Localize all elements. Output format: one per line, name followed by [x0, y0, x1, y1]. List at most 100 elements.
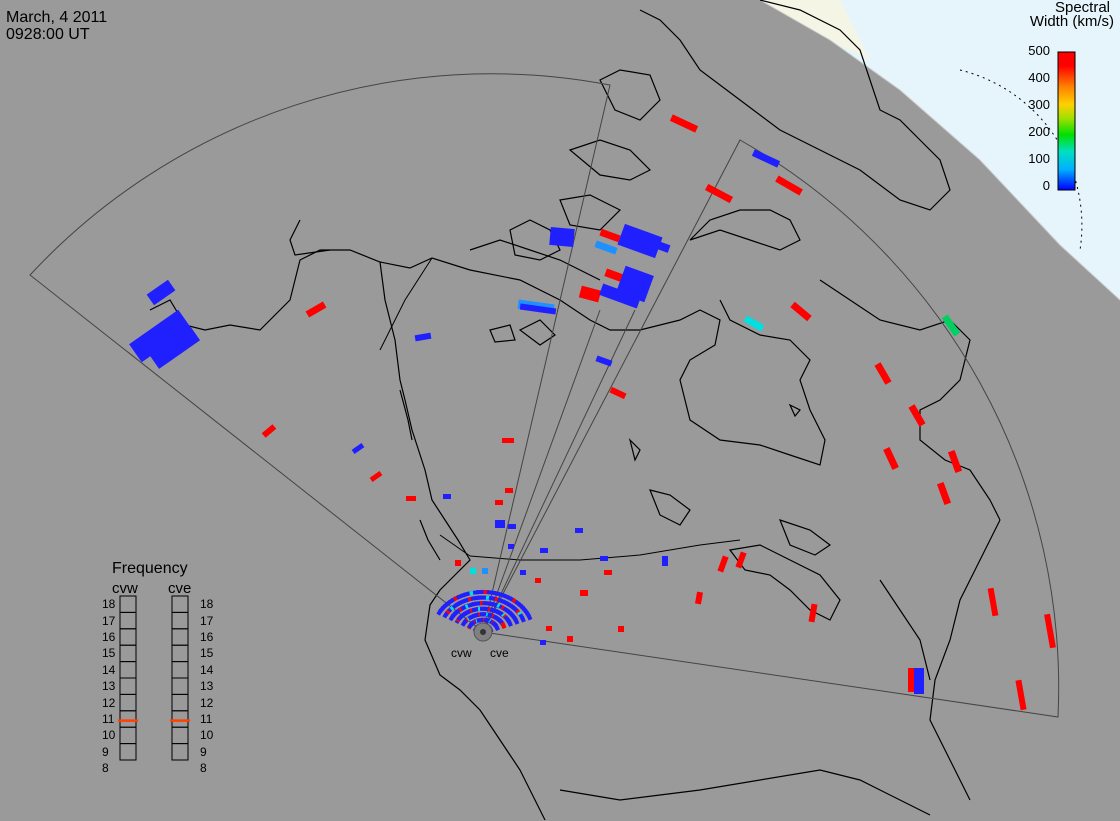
scatter-cell	[808, 603, 818, 623]
scatter-cell	[519, 303, 557, 315]
frequency-cell	[119, 595, 137, 613]
scatter-cell	[1015, 679, 1027, 711]
scatter-cell	[695, 591, 703, 605]
frequency-scale-left: 10	[102, 728, 116, 743]
scatter-cell	[146, 279, 176, 306]
frequency-scale-right: 17	[200, 613, 214, 628]
colorbar-tick: 500	[1028, 43, 1050, 58]
frequency-scale-right: 13	[200, 679, 214, 694]
scatter-cell	[618, 626, 624, 632]
frequency-scale-left: 11	[102, 712, 115, 726]
frequency-cell	[171, 710, 189, 728]
scatter-cell	[470, 568, 476, 574]
frequency-cell	[171, 677, 189, 695]
station-label-cve: cve	[490, 646, 509, 660]
frequency-cell	[171, 743, 189, 761]
scatter-cell	[519, 615, 526, 623]
scatter-cell	[495, 520, 505, 528]
scatter-cell	[936, 481, 952, 506]
scatter-cell	[535, 578, 541, 583]
scatter-cell	[482, 568, 488, 574]
frequency-scale-left: 17	[102, 613, 116, 628]
scatter-cell	[595, 355, 613, 367]
frequency-scale-right: 8	[200, 761, 207, 776]
scatter-cell	[578, 285, 602, 303]
frequency-scale-right: 10	[200, 728, 214, 743]
scatter-cell	[947, 449, 963, 474]
frequency-scale-left: 12	[102, 695, 116, 710]
date-label: March, 4 2011	[6, 9, 108, 26]
scatter-cell	[149, 327, 201, 369]
scatter-cell	[908, 404, 926, 427]
scatter-cell	[505, 488, 513, 493]
scatter-cell	[414, 332, 432, 342]
scatter-cell	[580, 590, 588, 596]
fov-outline	[29, 73, 1060, 718]
colorbar-tick: 400	[1028, 70, 1050, 85]
frequency-cell	[119, 726, 137, 745]
scatter-cell	[609, 386, 627, 400]
scatter-cell	[508, 544, 514, 549]
scatter-cell	[480, 590, 486, 594]
scatter-cell	[751, 149, 781, 168]
frequency-scale-right: 12	[200, 695, 214, 710]
colorbar	[1057, 51, 1076, 191]
colorbar-title-line2: Width (km/s)	[1029, 13, 1114, 30]
scatter-cell	[599, 228, 621, 243]
frequency-cell	[119, 677, 137, 695]
scatter-cell	[443, 494, 451, 499]
scatter-cell	[567, 636, 573, 642]
colorbar-title-line1: Spectral	[1054, 0, 1110, 16]
scatter-cell	[540, 640, 546, 645]
frequency-scale-left: 8	[102, 761, 109, 776]
scatter-cell	[540, 548, 548, 553]
frequency-cell	[171, 595, 189, 613]
frequency-cell	[171, 611, 189, 630]
scatter-cell	[883, 447, 899, 470]
scatter-cell	[874, 362, 892, 385]
scatter-cell	[261, 424, 277, 438]
frequency-scale-right: 11	[200, 712, 213, 726]
frequency-scale-right: 9	[200, 744, 207, 759]
frequency-cell	[119, 628, 137, 646]
frequency-scale-left: 15	[102, 646, 116, 661]
frequency-title: Frequency	[112, 560, 188, 577]
scatter-cell	[406, 496, 416, 501]
scatter-cell	[546, 626, 552, 631]
frequency-cell	[119, 693, 137, 712]
scatter-cell	[506, 619, 513, 627]
scatter-cell	[1044, 613, 1056, 649]
scatter-cell	[941, 314, 961, 337]
frequency-cell	[119, 710, 137, 728]
scatter-cell	[502, 438, 514, 443]
scatter-cell	[662, 556, 668, 566]
scatter-cell	[639, 235, 671, 253]
backscatter-cells	[129, 114, 1056, 711]
scatter-cell	[305, 301, 327, 318]
frequency-cell	[119, 644, 137, 663]
frequency-scale-left: 18	[102, 597, 116, 612]
scatter-cell	[129, 309, 191, 363]
scatter-cell	[520, 570, 526, 575]
frequency-scale-right: 18	[200, 597, 214, 612]
frequency-cell	[171, 726, 189, 745]
colorbar-tick: 0	[1042, 178, 1050, 193]
station-label-cvw: cvw	[451, 646, 472, 660]
frequency-radar-label: cvw	[112, 580, 138, 597]
frequency-cell	[171, 628, 189, 646]
scatter-cell	[616, 265, 654, 303]
frequency-scale-right: 15	[200, 646, 214, 661]
scatter-cell	[549, 226, 575, 248]
scatter-cell	[617, 223, 663, 259]
scatter-cell	[455, 560, 461, 566]
frequency-scale-left: 9	[102, 744, 109, 759]
borders	[379, 257, 741, 561]
frequency-cell	[171, 644, 189, 663]
frequency-cell	[119, 743, 137, 761]
colorbar-tick: 300	[1028, 97, 1050, 112]
scatter-cell	[604, 570, 612, 575]
frequency-cell	[119, 611, 137, 630]
frequency-radar-label: cve	[168, 580, 192, 597]
scatter-cell	[743, 315, 765, 332]
